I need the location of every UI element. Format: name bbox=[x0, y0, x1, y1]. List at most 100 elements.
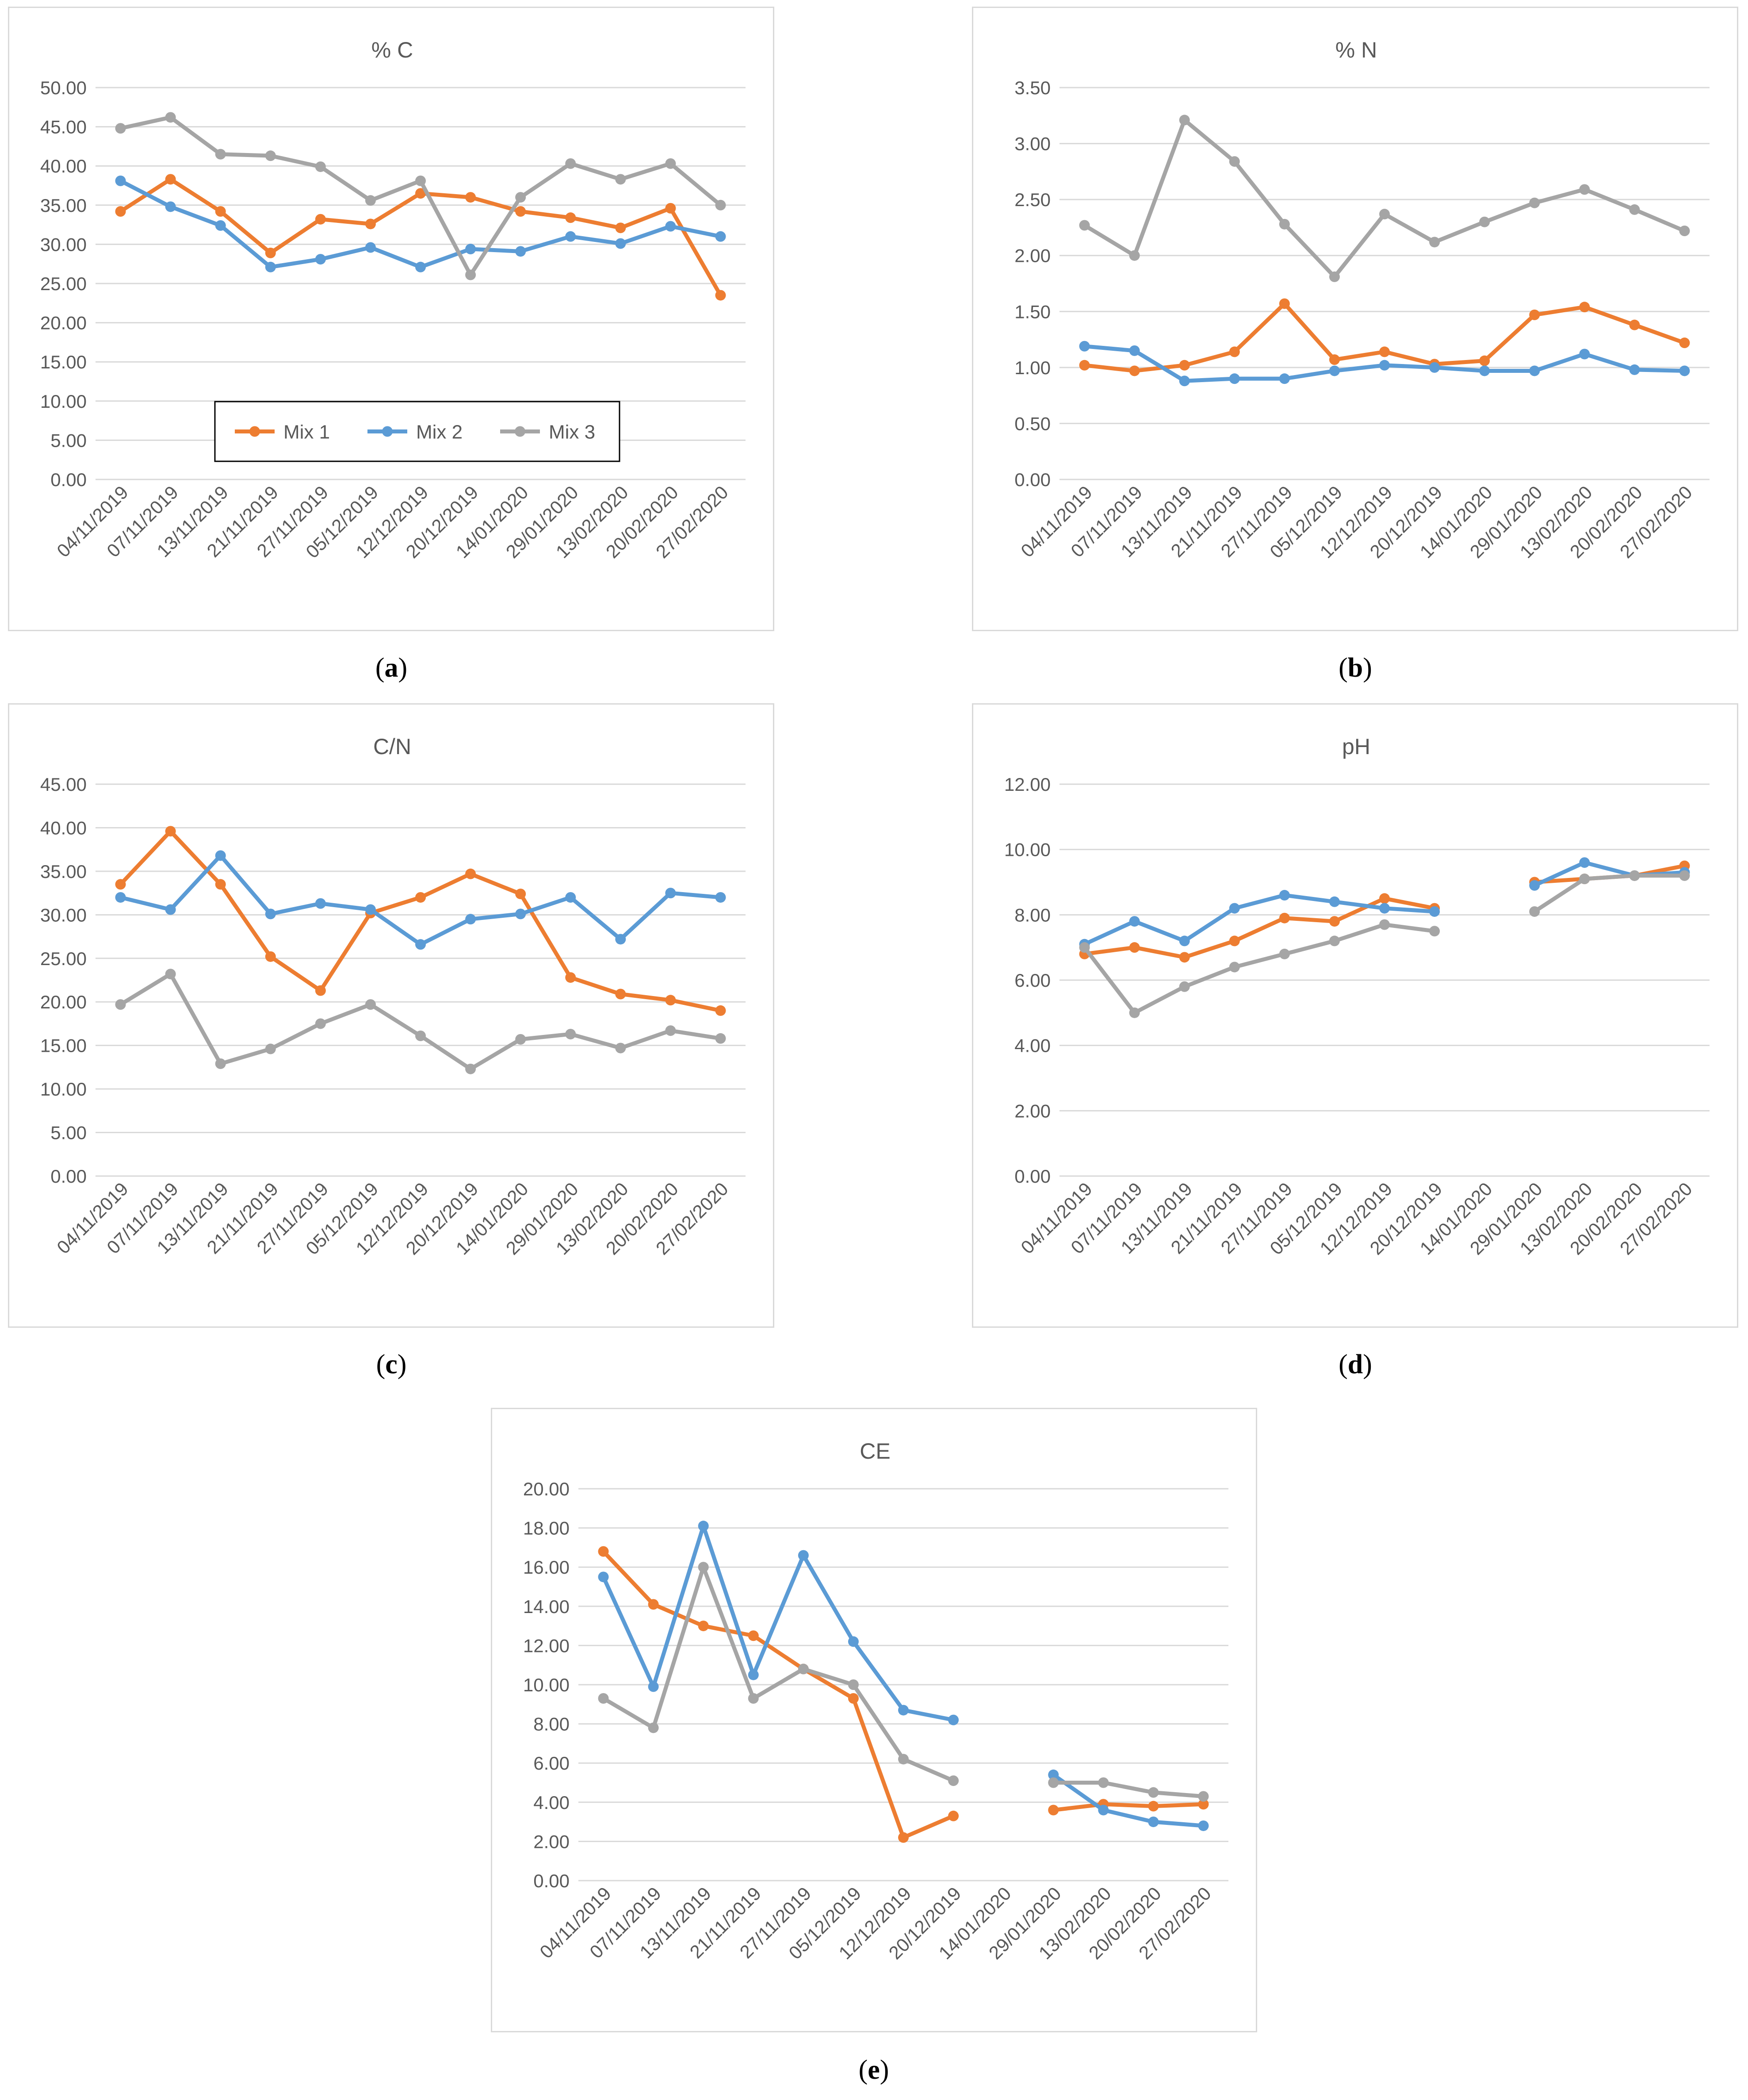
data-point-mix-1 bbox=[715, 1005, 726, 1016]
y-tick-label: 16.00 bbox=[523, 1557, 570, 1578]
y-tick-label: 0.00 bbox=[50, 469, 87, 490]
data-point-mix-1 bbox=[215, 206, 226, 217]
y-tick-label: 30.00 bbox=[40, 234, 87, 255]
y-tick-label: 0.50 bbox=[1014, 413, 1051, 434]
y-tick-label: 40.00 bbox=[40, 817, 87, 838]
data-point-mix-1 bbox=[1079, 360, 1090, 371]
data-point-mix-2 bbox=[615, 238, 626, 249]
y-tick-label: 25.00 bbox=[40, 948, 87, 969]
series-line-mix-1 bbox=[1082, 896, 1437, 959]
y-tick-label: 12.00 bbox=[523, 1635, 570, 1656]
data-point-mix-3 bbox=[215, 149, 226, 160]
data-point-mix-1 bbox=[115, 206, 126, 217]
data-point-mix-3 bbox=[1148, 1787, 1159, 1798]
data-point-mix-3 bbox=[1579, 874, 1590, 885]
series-line-mix-2 bbox=[601, 1524, 956, 1722]
data-point-mix-1 bbox=[365, 218, 376, 230]
data-point-mix-3 bbox=[948, 1775, 959, 1786]
caption-d: (d) bbox=[1339, 1349, 1372, 1380]
y-tick-label: 12.00 bbox=[1004, 774, 1051, 795]
y-tick-label: 10.00 bbox=[40, 391, 87, 412]
data-point-mix-1 bbox=[615, 222, 626, 234]
data-point-mix-2 bbox=[665, 221, 676, 232]
y-tick-label: 10.00 bbox=[523, 1675, 570, 1695]
y-tick-label: 14.00 bbox=[523, 1596, 570, 1617]
data-point-mix-2 bbox=[715, 231, 726, 242]
y-tick-label: 10.00 bbox=[40, 1079, 87, 1100]
chart-panel-ph: pH 0.00 2.00 4.00 6.00 8.00 10.00 12.00 04/11/20… bbox=[972, 703, 1738, 1328]
y-tick-label: 2.50 bbox=[1014, 189, 1051, 210]
series-line-mix-1 bbox=[601, 1549, 956, 1840]
data-point-mix-3 bbox=[1129, 1007, 1140, 1018]
data-point-mix-3 bbox=[315, 1018, 326, 1029]
data-point-mix-2 bbox=[315, 254, 326, 265]
caption-e: (e) bbox=[858, 2055, 889, 2085]
data-point-mix-1 bbox=[1679, 337, 1690, 349]
data-point-mix-2 bbox=[565, 892, 576, 903]
chart-panel-ce: CE 0.00 2.00 4.00 6.00 8.00 10.00 12.00 14.00 16.… bbox=[491, 1408, 1257, 2032]
data-point-mix-3 bbox=[848, 1679, 859, 1690]
data-point-mix-2 bbox=[1129, 345, 1140, 356]
series-line-mix-3 bbox=[1082, 922, 1437, 1015]
data-point-mix-1 bbox=[1048, 1805, 1059, 1816]
data-point-mix-3 bbox=[665, 1025, 676, 1036]
data-point-mix-1 bbox=[615, 989, 626, 1000]
y-tick-label: 10.00 bbox=[1004, 839, 1051, 860]
caption-b: (b) bbox=[1339, 653, 1372, 683]
legend-label-mix-3: Mix 3 bbox=[549, 422, 595, 443]
series-line-mix-2 bbox=[1051, 1773, 1205, 1828]
y-tick-label: 5.00 bbox=[50, 1123, 87, 1143]
y-tick-label: 15.00 bbox=[40, 352, 87, 372]
data-point-mix-2 bbox=[215, 850, 226, 861]
y-tick-label: 3.00 bbox=[1014, 134, 1051, 154]
series-line-mix-3 bbox=[1532, 874, 1687, 914]
data-point-mix-2 bbox=[265, 261, 276, 272]
data-point-mix-1 bbox=[315, 214, 326, 225]
y-tick-label: 2.00 bbox=[1014, 245, 1051, 266]
data-point-mix-3 bbox=[1279, 948, 1290, 959]
data-point-mix-1 bbox=[1229, 346, 1240, 357]
line-chart-percent-c: % C 0.00 5.00 10.00 15.00 20.00 25.00 30.00 35.0… bbox=[40, 38, 746, 562]
data-point-mix-3 bbox=[265, 1043, 276, 1054]
data-point-mix-2 bbox=[1098, 1805, 1109, 1816]
data-point-mix-2 bbox=[1279, 890, 1290, 901]
data-point-mix-3 bbox=[615, 174, 626, 185]
data-point-mix-1 bbox=[648, 1599, 659, 1610]
data-point-mix-2 bbox=[1179, 935, 1190, 947]
line-chart-c-n: C/N 0.00 5.00 10.00 15.00 20.00 25.00 30.00 35.0… bbox=[40, 734, 746, 1259]
data-point-mix-3 bbox=[365, 999, 376, 1010]
data-point-mix-2 bbox=[1229, 373, 1240, 384]
data-point-mix-1 bbox=[1579, 302, 1590, 313]
y-tick-label: 35.00 bbox=[40, 861, 87, 882]
data-point-mix-1 bbox=[165, 826, 176, 837]
data-point-mix-2 bbox=[265, 908, 276, 920]
data-point-mix-1 bbox=[515, 889, 526, 900]
chart-title: % C bbox=[371, 38, 413, 62]
y-tick-label: 0.00 bbox=[1014, 1166, 1051, 1187]
data-point-mix-1 bbox=[1179, 952, 1190, 963]
chart-panel-percent-c: % C 0.00 5.00 10.00 15.00 20.00 25.00 30.00 35.0… bbox=[8, 7, 774, 631]
y-tick-label: 4.00 bbox=[533, 1792, 570, 1813]
data-point-mix-3 bbox=[465, 269, 476, 280]
data-point-mix-2 bbox=[1079, 341, 1090, 352]
chart-panel-percent-n: % N 0.00 0.50 1.00 1.50 2.00 2.50 3.00 3.50 04/11… bbox=[972, 7, 1738, 631]
data-point-mix-3 bbox=[898, 1754, 909, 1765]
data-point-mix-2 bbox=[415, 939, 426, 950]
data-point-mix-2 bbox=[848, 1636, 859, 1647]
data-point-mix-1 bbox=[265, 247, 276, 258]
data-point-mix-3 bbox=[515, 192, 526, 203]
data-point-mix-3 bbox=[648, 1722, 659, 1733]
data-point-mix-2 bbox=[1279, 373, 1290, 384]
data-point-mix-3 bbox=[1479, 216, 1490, 227]
chart-title: C/N bbox=[373, 734, 411, 759]
data-point-mix-2 bbox=[1198, 1820, 1209, 1831]
data-point-mix-1 bbox=[698, 1621, 709, 1632]
y-tick-label: 20.00 bbox=[40, 313, 87, 333]
data-point-mix-2 bbox=[665, 888, 676, 899]
y-tick-label: 20.00 bbox=[40, 992, 87, 1012]
data-point-mix-3 bbox=[315, 161, 326, 172]
data-point-mix-1 bbox=[1529, 309, 1540, 320]
y-tick-label: 6.00 bbox=[1014, 970, 1051, 991]
data-point-mix-2 bbox=[1479, 365, 1490, 376]
data-point-mix-1 bbox=[1129, 942, 1140, 953]
